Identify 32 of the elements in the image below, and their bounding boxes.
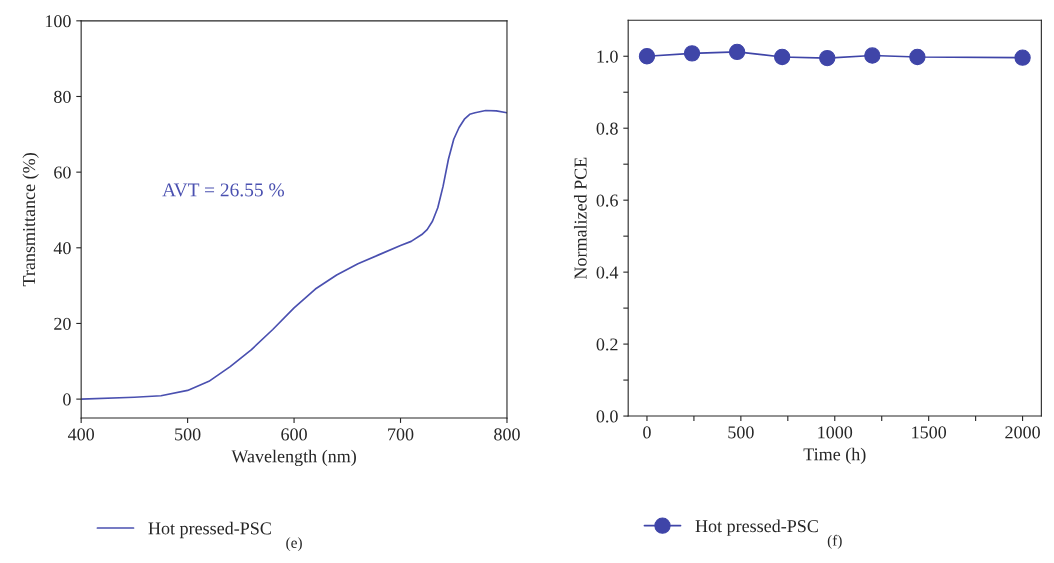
text: 0.0 <box>596 410 618 423</box>
x-tick-label: 1000 <box>818 426 853 439</box>
annotation: AVT = 26.55 % <box>162 183 285 197</box>
x-tick-label: 800 <box>494 428 520 441</box>
x-tick-label: 600 <box>281 428 307 441</box>
x-tick-label: 700 <box>388 428 414 441</box>
y-tick-label: 100 <box>45 15 71 28</box>
y-tick-label: 1.0 <box>597 50 618 63</box>
y-axis-title: Transmittance (%) <box>22 153 39 287</box>
y-tick-label: 0 <box>63 393 71 406</box>
legend-label: Hot pressed-PSC <box>148 521 271 539</box>
y-tick-label: 0.8 <box>596 122 618 135</box>
legend-label: Hot pressed-PSC <box>695 519 818 536</box>
x-tick-label: 500 <box>728 426 754 439</box>
x-tick-label: 500 <box>175 428 201 441</box>
text: (e) <box>286 537 302 552</box>
y-tick-label: 0.6 <box>596 194 618 207</box>
y-tick-label: 0.4 <box>596 266 619 279</box>
y-tick-label: 60 <box>54 166 71 179</box>
x-axis-title: Time (h) <box>803 447 866 465</box>
y-tick-label: 40 <box>53 242 71 255</box>
x-tick-label: 2000 <box>1005 426 1040 439</box>
y-tick-label: 20 <box>54 317 71 330</box>
y-tick-label: 0.2 <box>596 338 618 351</box>
x-tick-label: 400 <box>67 428 95 441</box>
x-tick-label: 0 <box>643 426 651 439</box>
line-series <box>81 109 507 400</box>
x-axis-title: Wavelength (nm) <box>231 449 356 467</box>
x-tick-label: 1500 <box>912 426 947 439</box>
text: (f) <box>827 534 842 549</box>
y-axis-title: Normalized PCE <box>573 157 587 280</box>
y-tick-label: 80 <box>54 90 71 103</box>
